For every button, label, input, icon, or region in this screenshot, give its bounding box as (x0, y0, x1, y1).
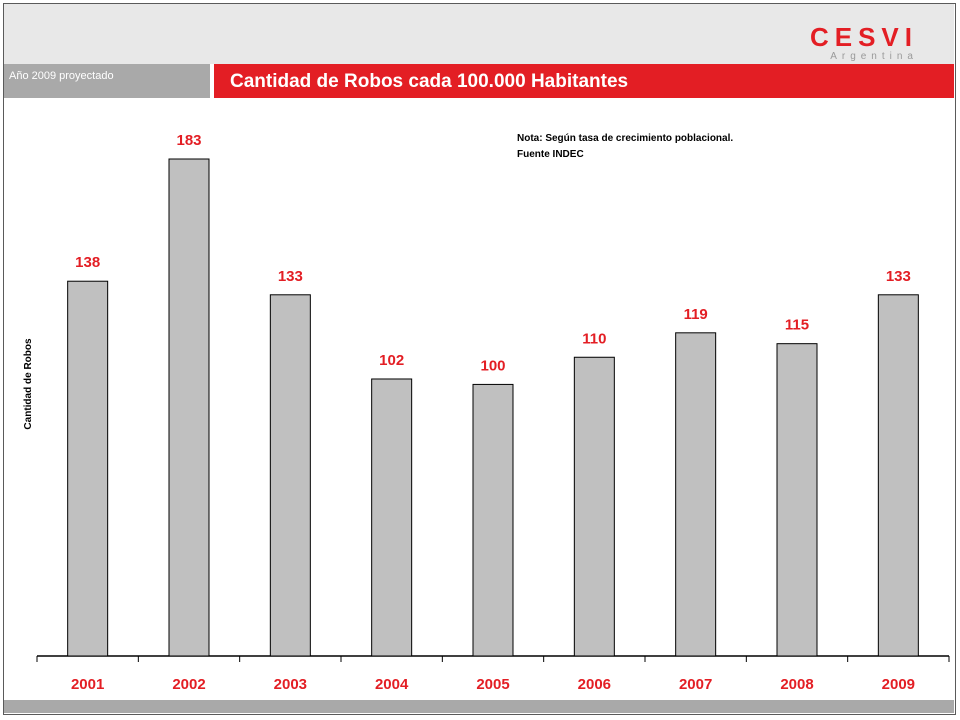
cesvi-logo: CESVI Argentina (810, 24, 918, 62)
bar-2007 (675, 332, 717, 657)
data-label: 102 (379, 352, 404, 369)
logo-sub-text: Argentina (830, 51, 918, 62)
bar-2008 (776, 343, 818, 657)
bar-2005 (472, 383, 514, 657)
note-line-1: Nota: Según tasa de crecimiento poblacio… (517, 133, 734, 144)
data-label: 100 (480, 357, 505, 374)
data-label: 133 (278, 268, 303, 285)
bar-2006 (573, 356, 615, 657)
subtitle-text: Año 2009 proyectado (9, 70, 114, 82)
data-label: 110 (582, 330, 606, 347)
data-label: 115 (785, 317, 809, 334)
bar-2009 (877, 294, 919, 657)
bar-2002 (168, 158, 210, 657)
bar-2003 (269, 294, 311, 657)
subtitle-bar: Año 2009 proyectado (4, 64, 210, 98)
page-title: Cantidad de Robos cada 100.000 Habitante… (230, 71, 629, 92)
header-band: CESVI Argentina (4, 4, 954, 64)
title-bar: Cantidad de Robos cada 100.000 Habitante… (214, 64, 954, 98)
bar-2001 (67, 280, 109, 657)
x-tick-label: 2007 (679, 676, 712, 693)
chart-note: Nota: Según tasa de crecimiento poblacio… (517, 131, 733, 163)
x-tick-label: 2006 (578, 676, 611, 693)
x-tick-label: 2005 (476, 676, 509, 693)
x-tick-label: 2009 (882, 676, 915, 693)
x-tick-label: 2004 (375, 676, 409, 693)
logo-main-text: CESVI (809, 22, 918, 52)
data-label: 133 (886, 268, 911, 285)
data-label: 183 (176, 132, 201, 149)
x-tick-label: 2001 (71, 676, 104, 693)
y-axis-label: Cantidad de Robos (23, 338, 34, 430)
bar-2004 (371, 378, 413, 657)
x-tick-label: 2003 (274, 676, 307, 693)
x-tick-label: 2008 (780, 676, 813, 693)
data-label: 138 (75, 254, 100, 271)
note-line-2: Fuente INDEC (517, 149, 584, 160)
x-tick-label: 2002 (172, 676, 205, 693)
data-label: 119 (684, 306, 708, 323)
bottom-bar (4, 700, 954, 713)
